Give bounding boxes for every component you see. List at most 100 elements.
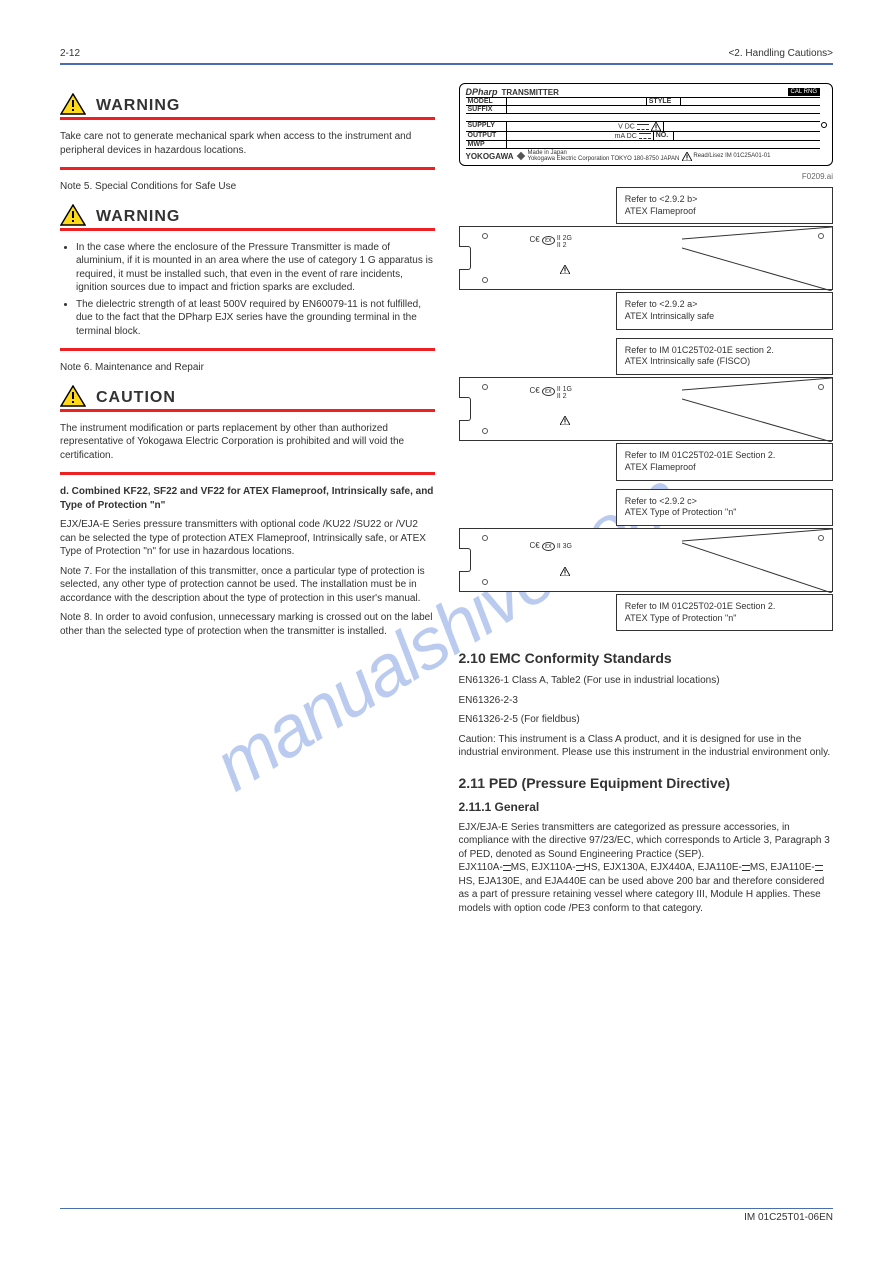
- hazard-small-icon: [651, 122, 661, 131]
- combined-p1: EJX/EJA-E Series pressure transmitters w…: [60, 518, 435, 559]
- section-2-10-heading: 2.10 EMC Conformity Standards: [459, 649, 834, 668]
- chapter-title: <2. Handling Cautions>: [728, 48, 833, 59]
- plate-vdc: V DC: [618, 123, 635, 130]
- caution-header: CAUTION: [60, 385, 435, 407]
- warning2-header: WARNING: [60, 204, 435, 226]
- footer-doc-id: IM 01C25T01-06EN: [744, 1212, 833, 1223]
- caution-rule: [60, 409, 435, 412]
- warning1-text: Take care not to generate mechanical spa…: [60, 130, 435, 157]
- blank-box-icon: [503, 865, 511, 871]
- emc-line3: EN61326-2-5 (For fieldbus): [459, 713, 834, 727]
- warning-icon: [60, 204, 86, 226]
- tag1-desc-bot: Refer to <2.9.2 a> ATEX Intrinsically sa…: [616, 292, 833, 329]
- caution-title: CAUTION: [96, 389, 176, 407]
- ped-p1a: EJX/EJA-E Series transmitters are catego…: [459, 822, 830, 860]
- note6-heading: Note 6. Maintenance and Repair: [60, 361, 435, 375]
- cert-tag-3: C€ εx II 3G: [459, 528, 834, 592]
- plate-hole-icon: [821, 122, 827, 128]
- tag3-desc-top: Refer to <2.9.2 c> ATEX Type of Protecti…: [616, 489, 833, 526]
- caution-text: The instrument modification or parts rep…: [60, 422, 435, 463]
- warning2-item2: The dielectric strength of at least 500V…: [76, 298, 435, 339]
- plate-maker: YOKOGAWA: [466, 152, 514, 161]
- header-rule: [60, 63, 833, 65]
- caution-icon: [60, 385, 86, 407]
- right-column: DPharp TRANSMITTER CAL RNG MODELSTYLE SU…: [459, 83, 834, 921]
- tag2-desc-bot-text: Refer to IM 01C25T02-01E Section 2. ATEX…: [625, 450, 776, 472]
- tag-notch-icon: [459, 548, 471, 572]
- warning2-item1: In the case where the enclosure of the P…: [76, 241, 435, 295]
- ped-p1c: MS, EJX110A-: [511, 862, 576, 873]
- warning-icon: [60, 93, 86, 115]
- plate-style-lbl: STYLE: [646, 98, 680, 105]
- cert-tag-2: C€ εx II 1G II 2: [459, 377, 834, 441]
- hazard-small-icon: [560, 265, 570, 274]
- page-footer: IM 01C25T01-06EN: [60, 1208, 833, 1223]
- dc-icon: [639, 132, 651, 140]
- tag-notch-icon: [459, 397, 471, 421]
- dc-icon: [637, 123, 649, 131]
- tag1-desc-top-text: Refer to <2.9.2 b> ATEX Flameproof: [625, 194, 698, 216]
- combined-note7: Note 7. For the installation of this tra…: [60, 565, 435, 606]
- warning1-title: WARNING: [96, 97, 180, 115]
- warning2-rule: [60, 228, 435, 231]
- tag-hole-icon: [482, 428, 488, 434]
- tag-hole-icon: [482, 535, 488, 541]
- tag1-desc-bot-text: Refer to <2.9.2 a> ATEX Intrinsically sa…: [625, 299, 714, 321]
- emc-line2: EN61326-2-3: [459, 694, 834, 708]
- tag-hole-icon: [482, 277, 488, 283]
- tag-connector-lines: [682, 227, 832, 291]
- ped-p1f: HS, EJA130E, and EJA440E can be used abo…: [459, 876, 825, 914]
- ped-p1e: MS, EJA110E-: [750, 862, 815, 873]
- page-number: 2-12: [60, 48, 80, 59]
- tag3-mark: C€ εx II 3G: [530, 541, 573, 550]
- tag-hole-icon: [482, 579, 488, 585]
- plate-read: Read/Lisez IM 01C25A01-01: [693, 153, 770, 159]
- warning1-rule: [60, 117, 435, 120]
- tag3-desc-top-text: Refer to <2.9.2 c> ATEX Type of Protecti…: [625, 496, 737, 518]
- ped-p1b: EJX110A-: [459, 862, 503, 873]
- ped-p1: EJX/EJA-E Series transmitters are catego…: [459, 821, 834, 916]
- ped-p1d: HS, EJX130A, EJX440A, EJA110E-: [584, 862, 742, 873]
- tag1-mark: C€ εx II 2G II 2: [530, 235, 573, 249]
- cert-tag-1: C€ εx II 2G II 2: [459, 226, 834, 290]
- nameplate-diagram: DPharp TRANSMITTER CAL RNG MODELSTYLE SU…: [459, 83, 834, 166]
- diamond-icon: [516, 152, 524, 160]
- combined-note8: Note 8. In order to avoid confusion, unn…: [60, 611, 435, 638]
- warning1-header: WARNING: [60, 93, 435, 115]
- tag1-label-text: II 2G II 2: [557, 235, 572, 249]
- warning2-title: WARNING: [96, 208, 180, 226]
- emc-caution: Caution: This instrument is a Class A pr…: [459, 733, 834, 760]
- tag2-mark: C€ εx II 1G II 2: [530, 386, 573, 400]
- plate-output-lbl: OUTPUT: [466, 132, 506, 140]
- plate-type: TRANSMITTER: [502, 88, 559, 97]
- figure-caption: F0209.ai: [459, 172, 834, 181]
- page-header: 2-12 <2. Handling Cautions>: [60, 48, 833, 63]
- tag1-desc-top: Refer to <2.9.2 b> ATEX Flameproof: [616, 187, 833, 224]
- blank-box-icon: [815, 865, 823, 871]
- tag-hole-icon: [482, 233, 488, 239]
- tag2-desc-top: Refer to IM 01C25T02-01E section 2. ATEX…: [616, 338, 833, 375]
- tag2-label-text: II 1G II 2: [557, 386, 572, 400]
- hazard-small-icon: [682, 152, 692, 161]
- plate-supply-lbl: SUPPLY: [466, 122, 506, 131]
- warning2-list: In the case where the enclosure of the P…: [60, 241, 435, 339]
- combined-heading: d. Combined KF22, SF22 and VF22 for ATEX…: [60, 485, 435, 512]
- note5-heading: Note 5. Special Conditions for Safe Use: [60, 180, 435, 194]
- plate-corp: Yokogawa Electric Corporation TOKYO 180-…: [528, 156, 680, 162]
- blank-box-icon: [742, 865, 750, 871]
- tag-hole-icon: [482, 384, 488, 390]
- plate-ma: mA DC: [615, 133, 637, 140]
- section-2-11-1-heading: 2.11.1 General: [459, 799, 834, 815]
- left-column: WARNING Take care not to generate mechan…: [60, 83, 435, 921]
- tag3-desc-bot-text: Refer to IM 01C25T02-01E Section 2. ATEX…: [625, 601, 776, 623]
- emc-line1: EN61326-1 Class A, Table2 (For use in in…: [459, 674, 834, 688]
- plate-mwp-lbl: MWP: [466, 141, 506, 148]
- caution-end-rule: [60, 472, 435, 475]
- tag3-label-text: II 3G: [557, 543, 572, 550]
- warning2-end-rule: [60, 348, 435, 351]
- plate-suffix-lbl: SUFFIX: [466, 106, 506, 113]
- plate-no-lbl: NO.: [653, 132, 673, 140]
- hazard-small-icon: [560, 567, 570, 576]
- tag-connector-lines: [682, 378, 832, 442]
- plate-model-lbl: MODEL: [466, 98, 506, 105]
